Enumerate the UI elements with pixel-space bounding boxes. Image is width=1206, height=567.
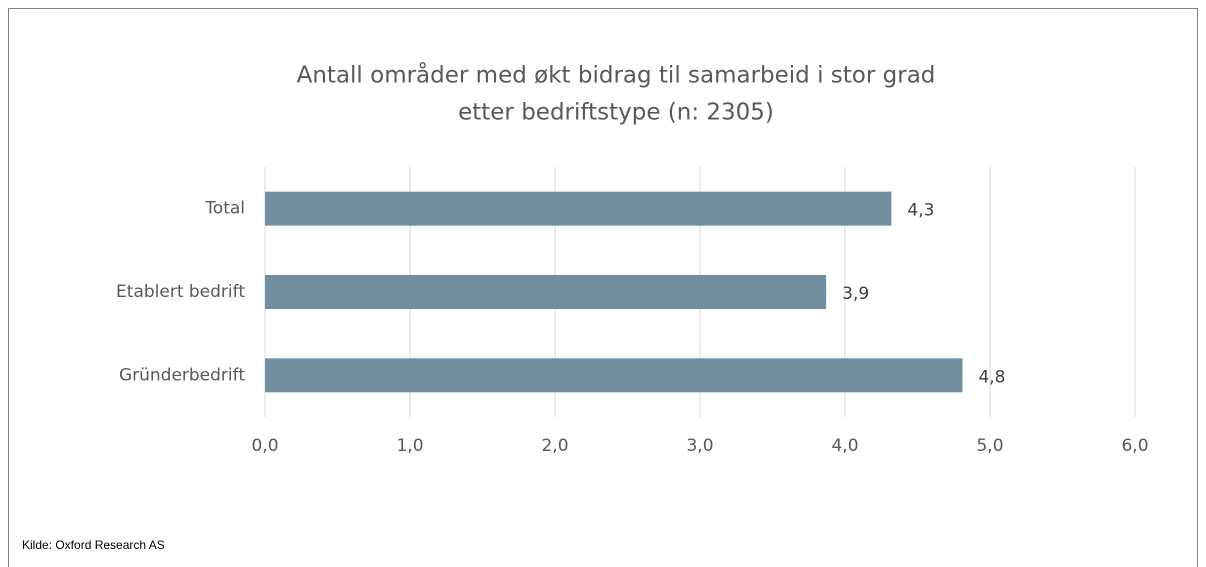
x-tick-label: 5,0 (976, 436, 1003, 456)
y-tick-label: Gründerbedrift (119, 365, 245, 385)
bar (265, 358, 963, 393)
data-label: 4,8 (978, 367, 1005, 387)
x-tick-label: 3,0 (686, 436, 713, 456)
chart-title: etter bedriftstype (n: 2305) (458, 100, 774, 126)
x-tick-label: 6,0 (1121, 436, 1148, 456)
y-tick-label: Etablert bedrift (116, 282, 245, 302)
source-note: Kilde: Oxford Research AS (22, 538, 165, 552)
x-tick-label: 2,0 (541, 436, 568, 456)
x-tick-label: 0,0 (251, 436, 278, 456)
x-tick-label: 4,0 (831, 436, 858, 456)
bar (265, 275, 827, 309)
data-label: 3,9 (842, 284, 869, 304)
chart-title: Antall områder med økt bidrag til samarb… (297, 61, 936, 89)
data-label: 4,3 (907, 201, 934, 221)
bar (265, 191, 892, 226)
x-tick-label: 1,0 (396, 436, 423, 456)
y-tick-label: Total (204, 199, 245, 219)
